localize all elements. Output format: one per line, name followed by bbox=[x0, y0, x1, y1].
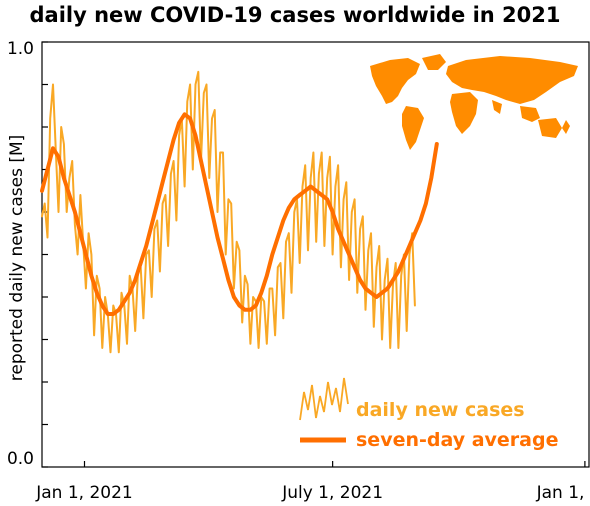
y-tick-label: 0.0 bbox=[7, 449, 34, 469]
legend-daily-label: daily new cases bbox=[356, 399, 525, 421]
daily-new-cases-line bbox=[41, 70, 416, 354]
chart-title: daily new COVID-19 cases worldwide in 20… bbox=[29, 3, 560, 27]
world-map-icon bbox=[370, 54, 578, 150]
legend-average-label: seven-day average bbox=[356, 429, 559, 451]
series-layer bbox=[40, 70, 439, 354]
x-axis-ticks bbox=[83, 461, 586, 467]
y-axis-label: reported daily new cases [M] bbox=[7, 135, 27, 382]
legend: daily new cases seven-day average bbox=[299, 377, 559, 451]
seven-day-average-line bbox=[40, 112, 439, 316]
x-tick-label: July 1, 2021 bbox=[281, 483, 383, 503]
x-tick-label: Jan 1, 2022 bbox=[536, 483, 590, 503]
x-tick-label: Jan 1, 2021 bbox=[35, 483, 133, 503]
y-axis-ticks bbox=[42, 41, 48, 468]
y-tick-label: 1.0 bbox=[7, 39, 34, 59]
legend-daily-swatch bbox=[299, 377, 349, 421]
